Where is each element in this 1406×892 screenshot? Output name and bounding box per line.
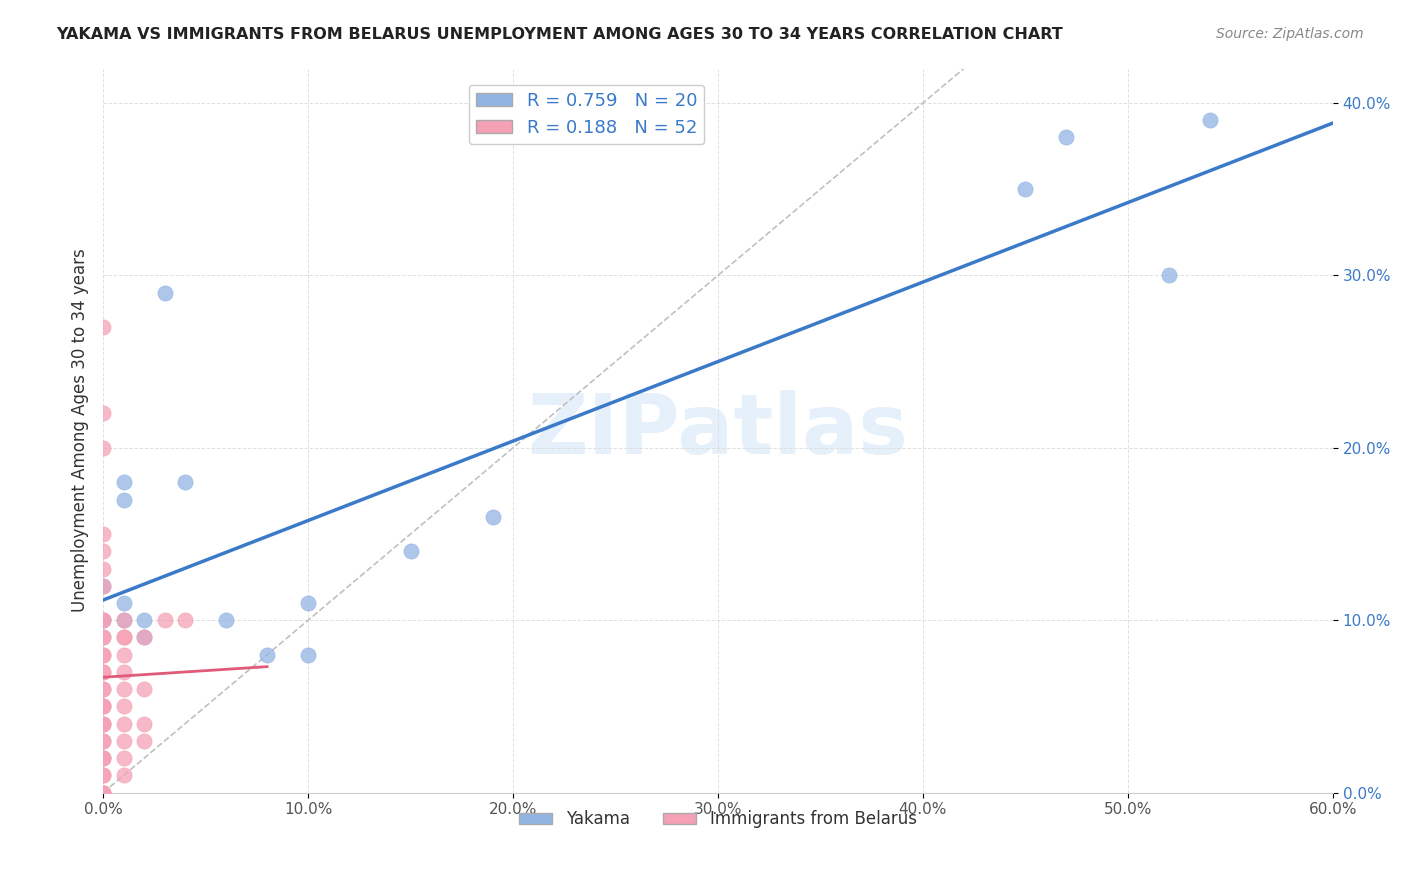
Point: [112, 751, 135, 765]
Point: [91, 682, 114, 697]
Point: [91, 768, 114, 782]
Point: [1054, 130, 1077, 145]
Point: [91, 699, 114, 714]
Point: [91, 751, 114, 765]
Point: [91, 699, 114, 714]
Point: [91, 786, 114, 800]
Point: [91, 734, 114, 748]
Point: [91, 648, 114, 662]
Point: [91, 613, 114, 627]
Point: [134, 716, 156, 731]
Point: [134, 682, 156, 697]
Point: [134, 613, 156, 627]
Point: [91, 786, 114, 800]
Point: [91, 648, 114, 662]
Point: [91, 579, 114, 593]
Point: [91, 768, 114, 782]
Point: [174, 613, 197, 627]
Point: [112, 475, 135, 490]
Point: [91, 734, 114, 748]
Point: [112, 648, 135, 662]
Point: [1198, 113, 1220, 128]
Point: [112, 492, 135, 507]
Point: [153, 613, 176, 627]
Point: [297, 596, 319, 610]
Point: [91, 751, 114, 765]
Point: [91, 716, 114, 731]
Point: [134, 631, 156, 645]
Point: [91, 631, 114, 645]
Point: [91, 527, 114, 541]
Point: [297, 648, 319, 662]
Point: [91, 699, 114, 714]
Point: [1157, 268, 1180, 283]
Point: [91, 631, 114, 645]
Point: [91, 579, 114, 593]
Point: [91, 613, 114, 627]
Point: [1014, 182, 1036, 196]
Point: [91, 665, 114, 679]
Y-axis label: Unemployment Among Ages 30 to 34 years: Unemployment Among Ages 30 to 34 years: [72, 249, 89, 613]
Point: [91, 441, 114, 455]
Point: [91, 613, 114, 627]
Point: [91, 751, 114, 765]
Point: [134, 734, 156, 748]
Point: [112, 699, 135, 714]
Point: [112, 631, 135, 645]
Point: [91, 682, 114, 697]
Point: [91, 544, 114, 558]
Point: [91, 320, 114, 334]
Text: ZIPatlas: ZIPatlas: [527, 390, 908, 471]
Point: [112, 682, 135, 697]
Point: [215, 613, 238, 627]
Point: [91, 665, 114, 679]
Point: [112, 734, 135, 748]
Point: [153, 285, 176, 300]
Point: [174, 475, 197, 490]
Point: [91, 716, 114, 731]
Text: Source: ZipAtlas.com: Source: ZipAtlas.com: [1216, 27, 1364, 41]
Point: [112, 768, 135, 782]
Point: [112, 613, 135, 627]
Text: YAKAMA VS IMMIGRANTS FROM BELARUS UNEMPLOYMENT AMONG AGES 30 TO 34 YEARS CORRELA: YAKAMA VS IMMIGRANTS FROM BELARUS UNEMPL…: [56, 27, 1063, 42]
Point: [399, 544, 422, 558]
Point: [112, 613, 135, 627]
Point: [481, 509, 503, 524]
Point: [91, 406, 114, 420]
Point: [112, 665, 135, 679]
Point: [112, 596, 135, 610]
Point: [112, 716, 135, 731]
Point: [256, 648, 278, 662]
Point: [112, 631, 135, 645]
Point: [91, 786, 114, 800]
Legend: Yakama, Immigrants from Belarus: Yakama, Immigrants from Belarus: [512, 804, 924, 835]
Point: [91, 786, 114, 800]
Point: [91, 786, 114, 800]
Point: [91, 561, 114, 575]
Point: [91, 716, 114, 731]
Point: [134, 631, 156, 645]
